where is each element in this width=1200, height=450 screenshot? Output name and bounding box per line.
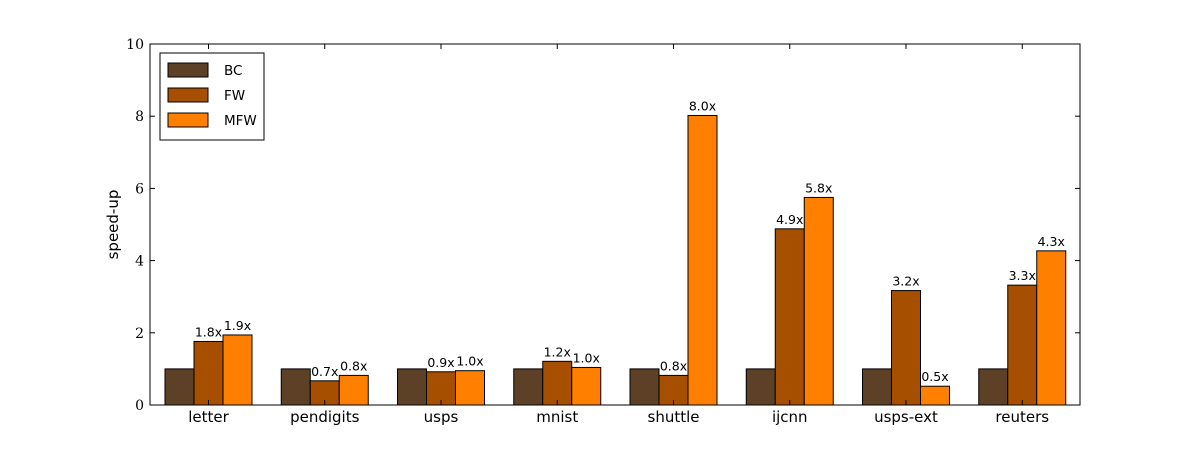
bar-bc-letter xyxy=(164,368,195,406)
data-label-fw-shuttle: 0.8x xyxy=(660,358,687,373)
y-axis-ticks: 0 2 4 6 8 10 xyxy=(126,37,1080,414)
bar-fw-mnist xyxy=(542,360,573,406)
y-tick-label: 2 xyxy=(135,326,144,342)
bar-bc-shuttle xyxy=(629,368,660,406)
legend-label-bc: BC xyxy=(224,63,242,79)
x-category-label-reuters: reuters xyxy=(995,408,1049,426)
data-label-fw-pendigits: 0.7x xyxy=(311,364,338,379)
y-tick-label: 10 xyxy=(126,37,144,53)
bar-bc-pendigits xyxy=(280,368,311,406)
x-category-label-pendigits: pendigits xyxy=(290,408,360,426)
data-label-fw-letter: 1.8x xyxy=(195,324,222,339)
bar-fw-reuters xyxy=(1007,284,1038,406)
y-tick-label: 6 xyxy=(135,181,144,197)
bar-fw-usps-ext xyxy=(891,290,921,406)
x-category-label-letter: letter xyxy=(188,408,229,426)
x-category-label-usps-ext: usps-ext xyxy=(874,408,938,426)
bar-mfw-pendigits xyxy=(338,374,369,406)
bar-mfw-letter xyxy=(222,334,253,406)
bar-bc-usps-ext xyxy=(862,368,892,406)
bar-mfw-usps-ext xyxy=(920,385,950,406)
x-category-label-ijcnn: ijcnn xyxy=(772,408,808,426)
bar-fw-letter xyxy=(193,340,224,406)
plot-area-frame xyxy=(149,43,1081,406)
data-label-mfw-pendigits: 0.8x xyxy=(340,358,367,373)
y-axis-label: speed-up xyxy=(104,190,122,260)
data-label-mfw-letter: 1.9x xyxy=(224,318,251,333)
bar-bc-ijcnn xyxy=(745,368,776,406)
data-label-mfw-usps-ext: 0.5x xyxy=(921,369,948,384)
data-label-fw-usps-ext: 3.2x xyxy=(892,274,919,289)
data-label-mfw-ijcnn: 5.8x xyxy=(805,180,832,195)
legend-swatch-bc xyxy=(167,62,209,78)
x-category-label-mnist: mnist xyxy=(536,408,578,426)
legend-swatch-mfw xyxy=(167,112,209,128)
x-category-label-shuttle: shuttle xyxy=(648,408,700,426)
bar-groups xyxy=(164,114,1067,406)
data-labels: 1.8x 1.9x0.7x 0.8x 0.9x 1.0x1.2x 1.0x0.8x8.0x… xyxy=(195,98,1065,384)
data-label-mfw-mnist: 1.0x xyxy=(573,350,600,365)
legend: BC FW MFW xyxy=(159,52,265,141)
bar-mfw-ijcnn xyxy=(803,196,834,406)
bar-mfw-mnist xyxy=(571,366,602,406)
y-tick-label: 0 xyxy=(135,398,144,414)
data-label-mfw-shuttle: 8.0x xyxy=(689,98,716,113)
bar-mfw-shuttle xyxy=(687,114,718,406)
data-label-fw-ijcnn: 4.9x xyxy=(776,212,803,227)
data-label-mfw-usps: 1.0x xyxy=(456,354,483,369)
y-tick-label: 4 xyxy=(135,254,144,270)
bar-fw-usps xyxy=(426,371,456,406)
bar-mfw-reuters xyxy=(1036,250,1067,406)
data-label-fw-usps: 0.9x xyxy=(427,355,454,370)
data-label-fw-mnist: 1.2x xyxy=(544,344,571,359)
data-label-fw-reuters: 3.3x xyxy=(1009,268,1036,283)
y-tick-label: 8 xyxy=(135,109,144,125)
data-label-mfw-reuters: 4.3x xyxy=(1038,234,1065,249)
bar-bc-usps xyxy=(397,368,427,406)
x-category-label-usps: usps xyxy=(424,408,459,426)
legend-label-fw: FW xyxy=(224,88,245,104)
bar-bc-mnist xyxy=(513,368,544,406)
legend-label-mfw: MFW xyxy=(224,113,257,129)
bar-bc-reuters xyxy=(978,368,1009,406)
bar-mfw-usps xyxy=(455,370,485,406)
x-axis-ticks: letter pendigits usps mnist shuttle ijcnn usps… xyxy=(188,44,1049,426)
legend-swatch-fw xyxy=(167,87,209,103)
bar-fw-ijcnn xyxy=(774,228,805,406)
